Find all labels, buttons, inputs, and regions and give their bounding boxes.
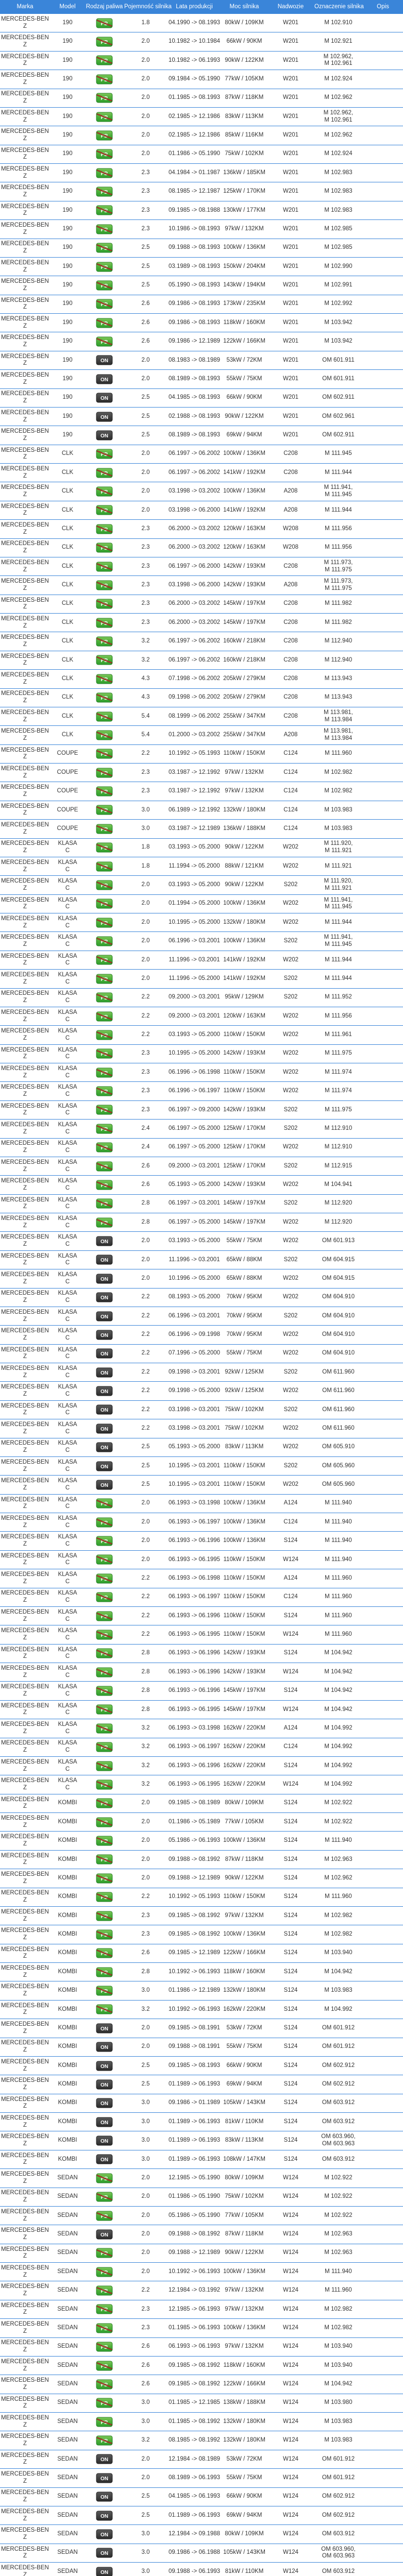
svg-text:ON: ON <box>100 396 108 401</box>
svg-text:ON: ON <box>100 1239 108 1245</box>
svg-text:ON: ON <box>100 2064 108 2070</box>
svg-text:ON: ON <box>100 2570 108 2575</box>
svg-text:ON: ON <box>100 433 108 439</box>
svg-text:ON: ON <box>100 1445 108 1451</box>
svg-text:ON: ON <box>100 2139 108 2144</box>
svg-text:ON: ON <box>100 1351 108 1357</box>
svg-text:ON: ON <box>100 1427 108 1432</box>
svg-text:ON: ON <box>100 1314 108 1320</box>
svg-text:ON: ON <box>100 377 108 383</box>
svg-text:ON: ON <box>100 1333 108 1338</box>
svg-text:ON: ON <box>100 1408 108 1414</box>
svg-text:ON: ON <box>100 2232 108 2238</box>
svg-text:ON: ON <box>100 1464 108 1470</box>
svg-text:ON: ON <box>100 1389 108 1395</box>
svg-text:ON: ON <box>100 2495 108 2500</box>
svg-text:ON: ON <box>100 2532 108 2538</box>
svg-text:ON: ON <box>100 2082 108 2088</box>
svg-text:ON: ON <box>100 2476 108 2482</box>
svg-text:ON: ON <box>100 2120 108 2126</box>
svg-text:ON: ON <box>100 1258 108 1264</box>
svg-text:ON: ON <box>100 2514 108 2519</box>
svg-text:ON: ON <box>100 359 108 364</box>
svg-text:ON: ON <box>100 2045 108 2050</box>
svg-text:ON: ON <box>100 415 108 420</box>
svg-text:ON: ON <box>100 1277 108 1282</box>
svg-text:ON: ON <box>100 1483 108 1488</box>
svg-text:ON: ON <box>100 1370 108 1376</box>
svg-text:ON: ON <box>100 2458 108 2463</box>
svg-text:ON: ON <box>100 2158 108 2163</box>
svg-text:ON: ON <box>100 2101 108 2107</box>
svg-text:ON: ON <box>100 1295 108 1301</box>
svg-text:ON: ON <box>100 2026 108 2032</box>
svg-text:ON: ON <box>100 2551 108 2556</box>
